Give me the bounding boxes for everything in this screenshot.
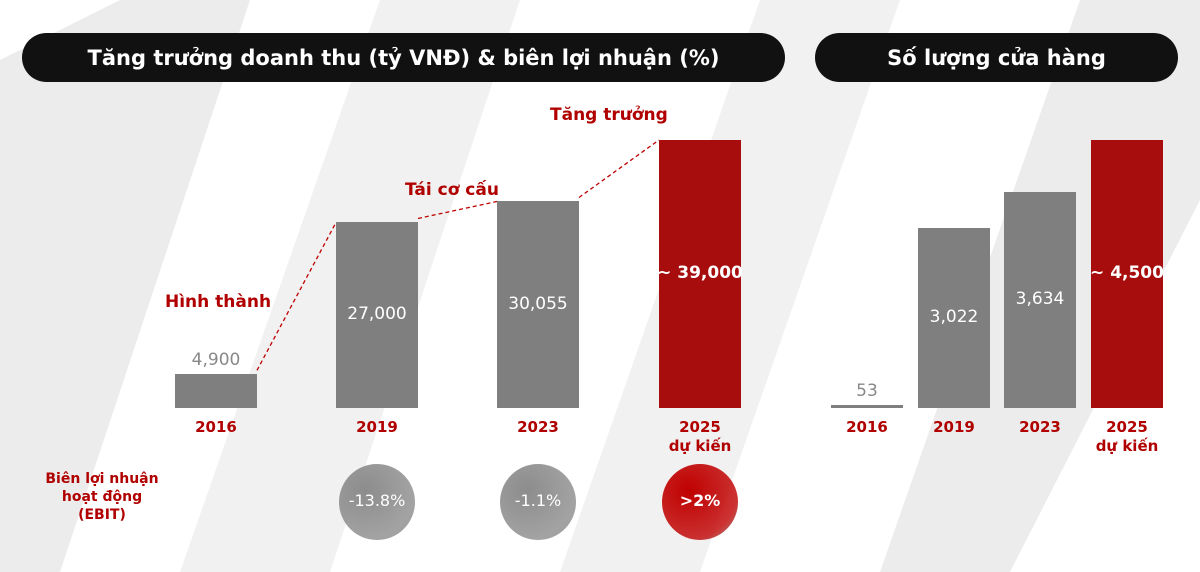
margin-circle [339, 464, 415, 540]
margin-label-value: -1.1% [514, 491, 562, 510]
trend-line [578, 139, 660, 198]
annotation: Tăng trưởng [550, 105, 668, 125]
x-tick-label: 2016 [195, 418, 237, 436]
margin-circle [662, 464, 738, 540]
bar [497, 201, 579, 408]
bar [659, 140, 741, 408]
value-label: ~ 39,000 [657, 263, 743, 283]
x-tick-label: 2019 [933, 418, 975, 436]
chart-title: Tăng trưởng doanh thu (tỷ VNĐ) & biên lợ… [22, 33, 785, 82]
bar [175, 374, 257, 408]
x-tick-label: 2019 [356, 418, 398, 436]
bar [1091, 140, 1163, 408]
value-label: 3,022 [929, 307, 979, 327]
x-tick-label: 2016 [846, 418, 888, 436]
margin-label-value: >2% [679, 491, 721, 510]
value-label: 30,055 [508, 293, 568, 314]
bar [831, 404, 903, 408]
x-tick-label: 2025 dự kiến [1095, 418, 1159, 455]
x-tick-label: 2023 [1019, 418, 1061, 436]
trend-line [417, 200, 498, 220]
margin-label: Biên lợi nhuận hoạt động (EBIT) [45, 471, 159, 523]
margin-label-value: -13.8% [348, 491, 406, 510]
value-label: 53 [856, 380, 878, 401]
bar [1004, 191, 1076, 408]
value-label: ~ 4,500 [1090, 263, 1164, 283]
x-tick-label: 2023 [517, 418, 559, 436]
value-label: 27,000 [347, 304, 407, 325]
annotation: Tái cơ cấu [405, 180, 499, 200]
annotation: Hình thành [165, 292, 272, 312]
value-label: 3,634 [1015, 288, 1065, 309]
margin-circle [500, 464, 576, 540]
value-label: 4,900 [191, 350, 241, 371]
chart-title: Số lượng cửa hàng [815, 33, 1178, 82]
x-tick-label: 2025 dự kiến [668, 418, 732, 455]
bar [336, 222, 418, 408]
bar [918, 228, 990, 408]
